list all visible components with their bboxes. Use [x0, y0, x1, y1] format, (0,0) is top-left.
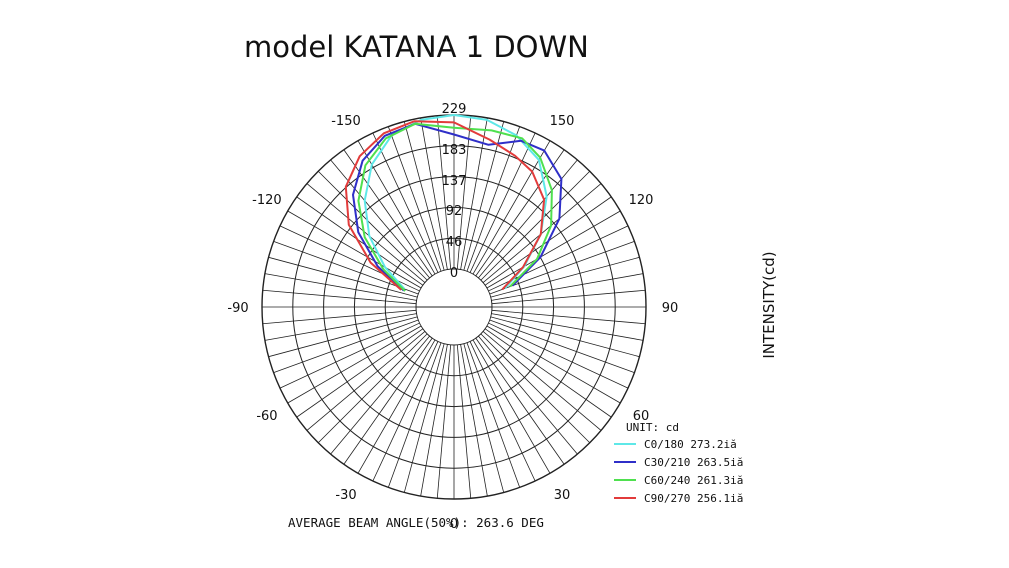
series-line-3 [344, 120, 546, 291]
radial-tick-label: 92 [446, 204, 463, 219]
beam-angle-footer: AVERAGE BEAM ANGLE(50%): 263.6 DEG [288, 515, 544, 530]
angle-label: 90 [662, 301, 679, 316]
grid-spoke [287, 210, 422, 289]
grid-spoke [403, 343, 445, 493]
grid-spoke [463, 343, 505, 493]
angle-label: -90 [227, 301, 248, 316]
angle-label: 60 [633, 409, 650, 424]
grid-spoke [403, 121, 445, 271]
grid-spoke [273, 319, 419, 374]
grid-spoke [484, 328, 612, 418]
chart-title: model KATANA 1 DOWN [244, 30, 589, 64]
grid-spoke [262, 309, 417, 325]
legend-entry: C0/180 273.2iă [644, 438, 737, 451]
grid-spoke [372, 132, 439, 273]
radial-tick-label: 137 [442, 174, 467, 189]
grid-spoke [420, 344, 448, 497]
grid-spoke [268, 316, 418, 358]
grid-spoke [480, 333, 591, 444]
radial-tick-label: 229 [442, 102, 467, 117]
angle-label: 0 [450, 517, 458, 532]
grid-spoke [482, 331, 602, 431]
grid-spoke [357, 140, 436, 275]
grid-spoke [296, 328, 424, 418]
grid-spoke [264, 273, 417, 301]
grid-spoke [482, 183, 602, 283]
grid-spoke [478, 335, 578, 455]
grid-spoke [491, 289, 646, 305]
grid-spoke [466, 126, 521, 272]
angle-label: -30 [335, 488, 356, 503]
grid-spoke [456, 344, 472, 499]
grid-spoke [317, 170, 428, 281]
grid-spoke [480, 170, 591, 281]
radial-tick-label: 183 [442, 143, 467, 158]
grid-spoke [387, 342, 442, 488]
grid-spoke [491, 313, 644, 341]
grid-spoke [279, 322, 420, 389]
grid-spoke [330, 335, 430, 455]
grid-spoke [490, 316, 640, 358]
angle-label: 150 [550, 114, 575, 129]
grid-spoke [330, 159, 430, 279]
grid-spoke [486, 325, 621, 404]
legend-entry: C90/270 256.1iă [644, 492, 743, 505]
grid-spoke [287, 325, 422, 404]
grid-spoke [306, 183, 426, 283]
angle-label: -120 [252, 193, 282, 208]
grid-spoke [296, 196, 424, 286]
grid-spoke [489, 319, 635, 374]
radial-tick-label: 46 [446, 235, 463, 250]
grid-spoke [460, 344, 488, 497]
grid-spoke [420, 117, 448, 270]
angle-label: 30 [554, 488, 571, 503]
grid-spoke [491, 273, 644, 301]
grid-spoke [456, 115, 472, 270]
angle-label: -150 [331, 114, 361, 129]
grid-spoke [343, 149, 433, 277]
grid-spoke [486, 210, 621, 289]
grid-spoke [475, 337, 565, 465]
grid-spoke [268, 256, 418, 298]
series-line-1 [352, 122, 563, 292]
legend-entry: C60/240 261.3iă [644, 474, 743, 487]
grid-spoke [472, 339, 551, 474]
series-line-2 [357, 122, 553, 292]
grid-spoke [387, 126, 442, 272]
grid-spoke [343, 337, 433, 465]
grid-spoke [436, 115, 452, 270]
grid-spoke [472, 140, 551, 275]
grid-spoke [475, 149, 565, 277]
radial-tick-label: 0 [450, 266, 458, 281]
grid-spoke [463, 121, 505, 271]
grid-spoke [264, 313, 417, 341]
grid-spoke [262, 289, 417, 305]
grid-spoke [273, 240, 419, 295]
grid-spoke [466, 342, 521, 488]
grid-spoke [357, 339, 436, 474]
grid-spoke [491, 309, 646, 325]
grid-spoke [306, 331, 426, 431]
grid-spoke [488, 322, 629, 389]
legend-entry: C30/210 263.5iă [644, 456, 743, 469]
grid-spoke [469, 132, 536, 273]
grid-spoke [317, 333, 428, 444]
angle-label: 120 [629, 193, 654, 208]
grid-spoke [469, 341, 536, 482]
grid-spoke [372, 341, 439, 482]
grid-spoke [490, 256, 640, 298]
angle-label: -60 [256, 409, 277, 424]
legend-unit-label: UNIT: cd [626, 421, 679, 434]
grid-spoke [436, 344, 452, 499]
